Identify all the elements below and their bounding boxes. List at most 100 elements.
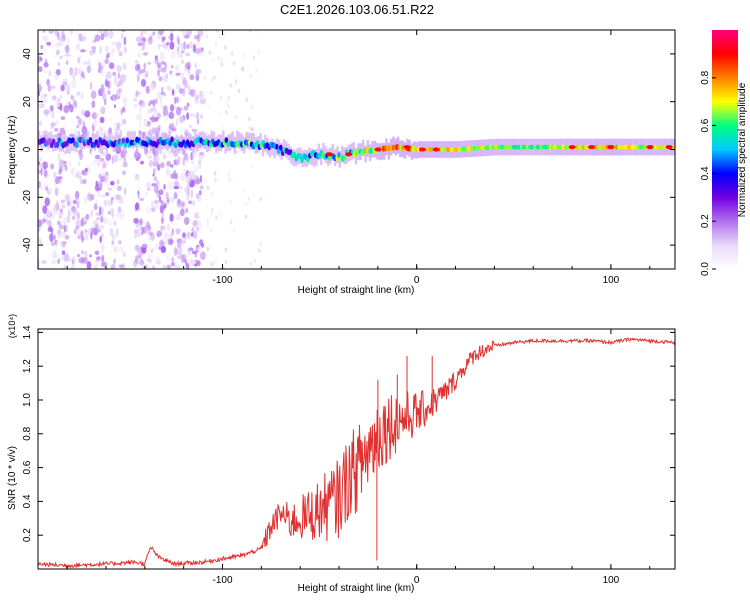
noise-speck [99,206,102,216]
noise-speck [181,258,187,263]
noise-speck [173,186,180,190]
noise-speck [159,240,165,247]
noise-speck [187,236,193,240]
noise-speck [213,171,217,176]
noise-speck [242,188,246,194]
noise-speck [38,80,43,85]
colorbar-ticks: 0.0 0.2 0.4 0.6 0.8 [700,70,716,276]
ridge-peak [419,147,426,152]
noise-speck [113,234,119,240]
noise-speck [136,73,140,83]
noise-speck [103,98,107,106]
noise-speck [94,250,100,255]
noise-speck [195,99,199,105]
noise-speck [101,106,106,114]
noise-speck [51,95,57,101]
snr-panel: -100 0 100 0.2 0.4 0.6 0.8 1.0 1.2 1.4 (x10⁴) He… [7,314,676,594]
noise-speck [233,228,236,233]
noise-speck [64,165,68,172]
noise-speck [224,260,228,265]
noise-speck [249,73,253,78]
y-tick-label: 1.4 [22,325,33,339]
noise-speck [224,45,227,50]
noise-speck [158,195,162,203]
noise-speck [183,217,190,225]
noise-speck [78,33,82,42]
noise-speck [108,33,114,39]
noise-speck [55,49,61,56]
noise-speck [90,45,97,50]
noise-speck [80,49,86,53]
noise-speck [116,210,120,219]
ridge-halo [91,132,94,150]
noise-speck [51,207,58,217]
noise-speck [67,257,72,262]
noise-speck [188,70,191,75]
noise-speck [63,265,66,269]
noise-speck [174,96,177,104]
noise-speck [112,233,115,241]
noise-speck [177,50,180,58]
noise-speck [105,153,112,161]
noise-speck [211,57,214,62]
noise-speck [241,66,245,71]
noise-speck [63,253,70,262]
noise-speck [64,235,70,240]
noise-speck [73,210,79,217]
noise-speck [191,128,198,132]
noise-speck [180,72,185,81]
ridge-halo [224,136,227,154]
noise-speck [163,92,167,97]
noise-speck [160,51,165,61]
ridge-cell [343,154,347,161]
noise-speck [175,158,181,167]
noise-speck [73,128,78,136]
noise-speck [82,120,86,129]
ridge-cell [75,142,79,149]
noise-speck [61,250,66,256]
noise-speck [110,264,116,269]
noise-speck [55,99,61,108]
noise-speck [179,52,183,59]
noise-speck [199,175,203,183]
noise-speck [111,155,114,165]
noise-speck [203,75,207,81]
noise-speck [177,199,181,208]
noise-speck [164,62,168,69]
noise-speck [208,50,212,55]
noise-speck [191,250,197,255]
noise-speck [42,216,45,225]
noise-speck [172,88,175,96]
noise-speck [42,218,48,223]
noise-speck [198,189,202,196]
noise-speck [85,167,88,172]
ridge-cell [96,142,100,149]
noise-speck [98,180,103,189]
ridge-cell [275,143,279,150]
ridge-peak [568,145,576,150]
noise-speck [219,95,223,101]
ridge-halo [170,136,174,153]
noise-speck [145,191,148,197]
noise-speck [51,85,56,89]
noise-speck [104,58,109,65]
noise-speck [173,159,179,166]
noise-speck [251,105,254,110]
figure-title: C2E1.2026.103.06.51.R22 [280,2,434,17]
noise-speck [184,62,189,69]
noise-speck [206,131,209,136]
noise-speck [139,197,145,201]
noise-speck [72,73,76,82]
noise-speck [153,185,159,194]
noise-speck [180,240,184,245]
noise-speck [228,177,232,182]
noise-speck [145,206,151,213]
spectrogram-xlabel: Height of straight line (km) [298,285,415,296]
noise-speck [149,116,152,121]
noise-speck [177,241,181,248]
noise-speck [81,235,84,243]
noise-speck [122,106,126,112]
noise-speck [231,51,234,56]
ridge-halo [100,137,104,155]
y-tick-label: 0.2 [22,528,33,542]
